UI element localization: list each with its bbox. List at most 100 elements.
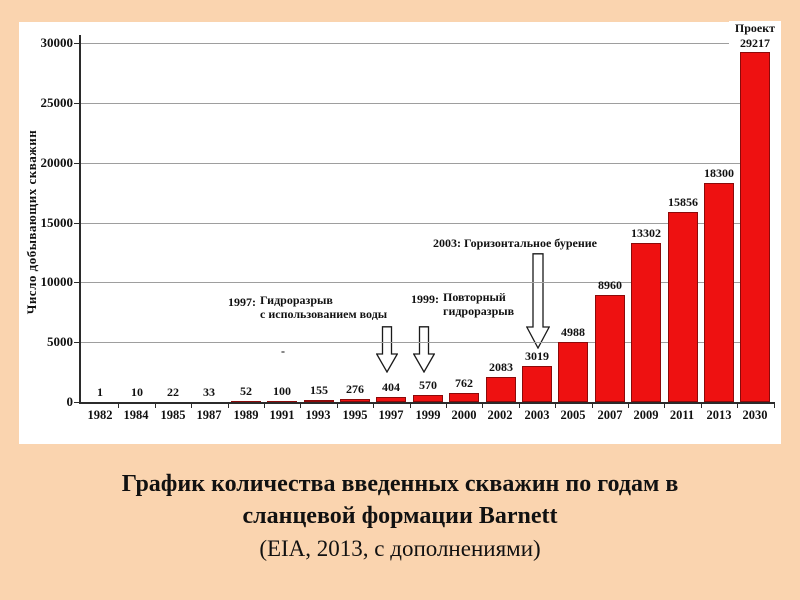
bar [595,295,625,402]
bar [486,377,516,402]
x-axis-tick [592,404,593,408]
x-axis-tick [410,404,411,408]
x-tick-label: 1989 [233,408,259,422]
gridline [80,163,759,164]
caption-line-2: сланцевой формации Barnett [242,503,558,529]
caption: График количества введенных скважин по г… [0,468,800,565]
bar [558,342,588,402]
y-axis-tick [74,43,80,44]
y-tick-label: 30000 [40,35,74,50]
x-tick-label: 1985 [160,408,186,422]
bar-value-label: 155 [310,383,328,397]
annotation-text-line: с использованием воды [260,307,388,321]
x-axis-tick [155,404,156,408]
bar [704,183,734,402]
bar [231,401,261,402]
x-tick-label: 1987 [196,408,222,422]
bar-value-label: 3019 [525,349,549,363]
y-axis-tick [74,103,80,104]
gridline [80,103,759,104]
bar-value-label: 8960 [598,278,622,292]
bar-value-label: 52 [240,384,252,398]
bar [522,366,552,402]
bar-value-label: 2083 [489,360,513,374]
annotation-text-line: Гидроразрыв [260,293,333,307]
bar-value-label: 13302 [631,226,661,240]
y-axis-tick [74,282,80,283]
x-axis-tick [373,404,374,408]
y-tick-label: 10000 [40,274,74,289]
y-axis-tick [74,402,80,403]
bar-value-label: 22 [167,385,179,399]
x-tick-label: 1997 [378,408,404,422]
x-axis-tick [337,404,338,408]
x-tick-label: 2030 [742,408,768,422]
bar [413,395,443,402]
annotation-1997: 1997: Гидроразрыв с использованием воды [228,293,387,321]
x-tick-label: 1984 [123,408,149,422]
bar [740,52,770,402]
annotation-text-line: гидроразрыв [443,304,515,318]
annotation-text-line: 2003: Горизонтальное бурение [433,236,597,250]
x-tick-label: 1993 [305,408,331,422]
bar [376,397,406,402]
bar [267,401,297,402]
x-axis-tick [737,404,738,408]
x-tick-label: 2007 [597,408,623,422]
project-value: 29217 [729,36,781,51]
caption-line-1: График количества введенных скважин по г… [121,471,679,497]
annotation-year: 1999: [411,292,439,306]
x-tick-label: 1995 [342,408,368,422]
x-axis-tick [446,404,447,408]
y-axis-line [79,35,81,404]
bar-value-label: 570 [419,378,437,392]
project-label: Проект [729,21,781,36]
gridline [80,43,759,44]
gridline [80,223,759,224]
x-axis-tick [701,404,702,408]
bar-value-label: 18300 [704,166,734,180]
x-axis-tick [664,404,665,408]
gridline [80,282,759,283]
x-tick-label: 2002 [487,408,513,422]
x-axis-tick [774,404,775,408]
x-tick-label: 1991 [269,408,295,422]
x-axis-tick [628,404,629,408]
bar [449,393,479,402]
bar-value-label: 33 [203,385,215,399]
x-tick-label: 2005 [560,408,586,422]
gridline [80,342,759,343]
annotation-1999: 1999: Повторный гидроразрыв [411,290,514,318]
caption-line-3: (EIA, 2013, с дополнениями) [259,536,541,561]
x-axis-tick [264,404,265,408]
annotation-arrow-2003-icon [526,253,550,349]
x-tick-label: 2003 [524,408,550,422]
y-axis-tick [74,342,80,343]
x-tick-label: 2013 [706,408,732,422]
bar [304,400,334,402]
bar-value-label: 4988 [561,325,585,339]
y-axis-tick [74,223,80,224]
bar [668,212,698,402]
y-tick-label: 0 [66,394,74,409]
bar-value-label: 762 [455,376,473,390]
bar-value-label: 276 [346,382,364,396]
x-tick-label: 2000 [451,408,477,422]
y-tick-label: 20000 [40,155,74,170]
x-axis-tick [191,404,192,408]
x-axis-tick [519,404,520,408]
stray-mark: - [281,344,285,358]
x-axis-tick [300,404,301,408]
bar-value-label: Проект 29217 [729,21,781,51]
x-tick-label: 2011 [669,408,695,422]
bar [631,243,661,402]
annotation-year: 1997: [228,295,256,309]
annotation-arrow-1999-icon [413,326,435,373]
bar-value-label: 100 [273,384,291,398]
x-axis-tick [228,404,229,408]
x-axis-tick [482,404,483,408]
x-tick-label: 2009 [633,408,659,422]
y-axis-tick [74,163,80,164]
bar-value-label: 1 [97,385,103,399]
bar [340,399,370,402]
